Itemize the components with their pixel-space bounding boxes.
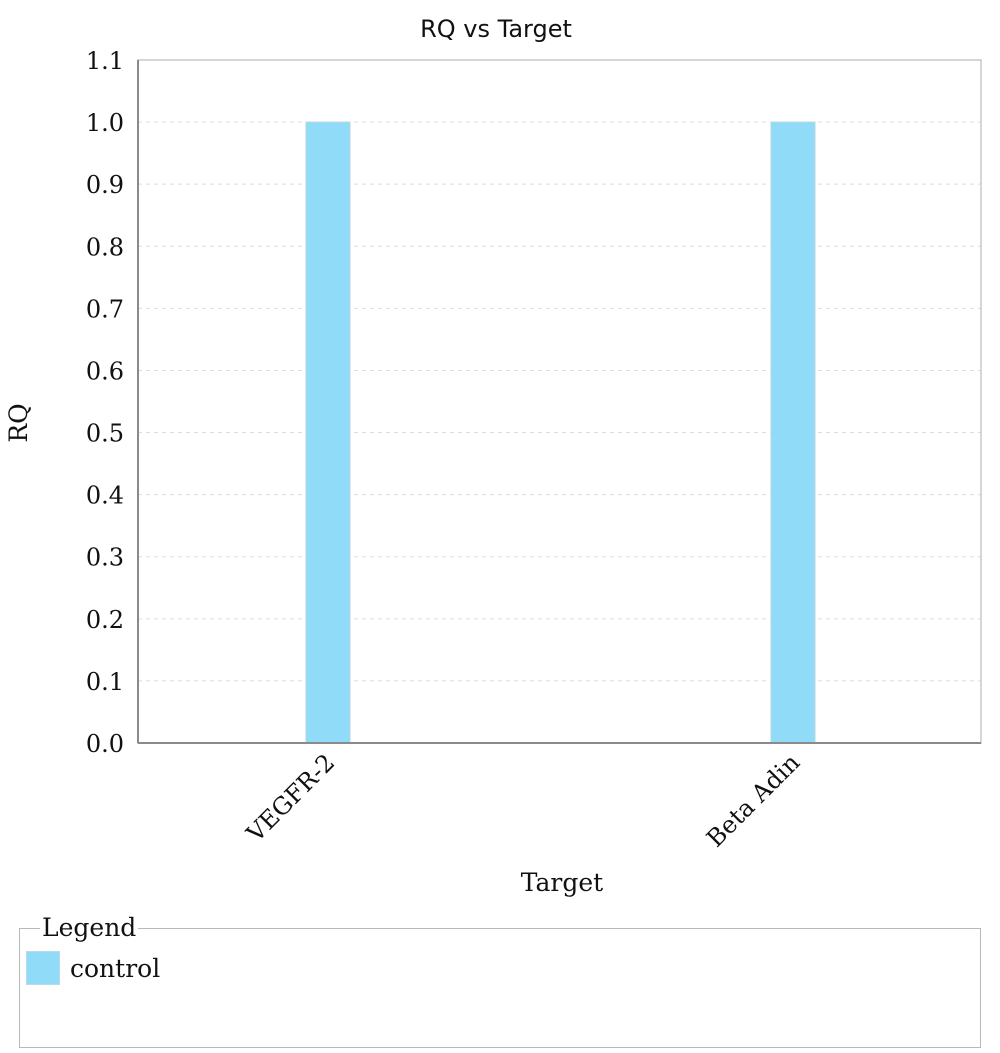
x-axis-label: Target [521, 868, 603, 897]
y-tick-label: 0.5 [86, 420, 124, 448]
legend-item-control: control [26, 951, 160, 985]
x-tick-labels: VEGFR-2 Beta Adin [240, 748, 805, 852]
grid-lines [138, 121, 981, 682]
y-tick-label: 0.9 [86, 171, 124, 199]
plot-frame [137, 59, 982, 744]
y-tick-label: 0.4 [86, 482, 124, 510]
chart-title: RQ vs Target [420, 15, 572, 43]
bar-vegfr-2 [305, 121, 351, 744]
y-tick-label: 0.6 [86, 357, 124, 385]
bar-beta-adin [770, 121, 816, 744]
legend-label: control [70, 953, 161, 983]
x-tick-label: Beta Adin [701, 748, 805, 852]
y-axis-label: RQ [4, 403, 33, 442]
y-tick-label: 0.7 [86, 295, 124, 323]
x-tick-label: VEGFR-2 [240, 748, 340, 848]
y-tick-label: 0.8 [86, 233, 124, 261]
rq-bar-chart: RQ vs Target 0.0 0.1 0.2 0.3 0.4 0.5 0.6 0.7 0.8… [4, 15, 982, 897]
y-tick-label: 0.0 [86, 730, 124, 758]
legend: Legend control [19, 913, 981, 1048]
bars [305, 121, 816, 744]
y-tick-label: 0.1 [86, 668, 124, 696]
y-tick-label: 1.1 [86, 47, 124, 75]
legend-title: Legend [40, 913, 139, 943]
y-tick-label: 0.2 [86, 606, 124, 634]
y-tick-label: 1.0 [86, 109, 124, 137]
y-tick-labels: 0.0 0.1 0.2 0.3 0.4 0.5 0.6 0.7 0.8 0.9 1.0 1.1 [86, 47, 124, 758]
y-tick-label: 0.3 [86, 544, 124, 572]
legend-swatch [26, 951, 60, 985]
